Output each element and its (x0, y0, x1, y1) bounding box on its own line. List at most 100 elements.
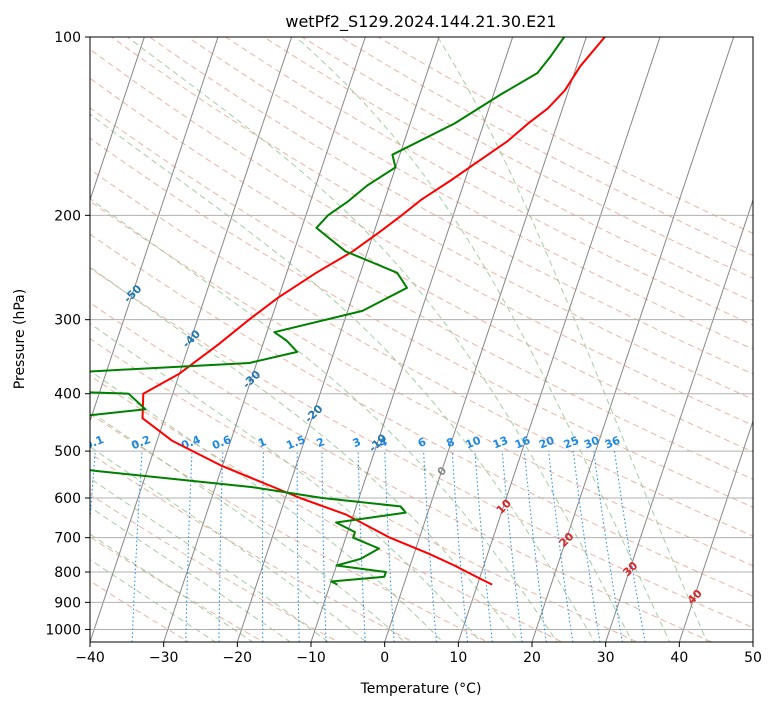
mixing-ratio-lines (90, 451, 646, 642)
temperature-line (141, 37, 606, 586)
mixing-ratio-label: 30 (582, 434, 601, 452)
mixing-ratio-line (131, 451, 143, 642)
mixing-ratio-label: 13 (491, 434, 510, 452)
x-tick-label: −10 (296, 650, 326, 666)
moist-adiabat (90, 197, 558, 642)
isotherm-line (90, 37, 145, 202)
dry-adiabat (90, 168, 753, 537)
x-tick-label: −40 (75, 650, 105, 666)
mixing-ratio-line (423, 451, 437, 642)
mixing-ratio-label: 8 (445, 435, 457, 450)
x-tick-label: −30 (149, 650, 179, 666)
isotherm-label: 0 (435, 464, 450, 479)
dry-adiabat (90, 493, 340, 642)
dry-adiabat (224, 37, 753, 326)
dry-adiabat (90, 338, 639, 642)
isotherm-line (90, 37, 219, 423)
isotherm-label: 40 (685, 587, 705, 607)
mixing-ratio-line (614, 451, 646, 642)
mixing-ratio-label: 16 (513, 434, 532, 452)
mixing-ratio-line (90, 451, 96, 527)
isotherm-label: 10 (494, 497, 514, 517)
mixing-ratio-line (185, 451, 193, 642)
plot-frame (89, 36, 754, 643)
mixing-ratio-label: 10 (464, 434, 483, 452)
mixing-ratio-label: 0.1 (83, 433, 106, 452)
dry-adiabat (90, 137, 753, 508)
mixing-ratio-line (593, 451, 623, 642)
x-tick-label: 10 (449, 650, 467, 666)
y-tick-label: 500 (54, 444, 81, 460)
isotherm-line (678, 419, 753, 642)
moist-adiabat (90, 370, 444, 642)
dry-adiabat (186, 37, 753, 350)
dry-adiabat (90, 233, 753, 597)
y-tick-label: 400 (54, 387, 81, 403)
moist-adiabat (90, 533, 254, 642)
mixing-ratio-label: 0.6 (210, 433, 233, 452)
dry-adiabat (90, 413, 489, 642)
moist-adiabat (90, 506, 292, 642)
mixing-ratio-line (451, 451, 469, 642)
mixing-ratio-line (218, 451, 224, 642)
mixing-ratio-line (262, 451, 264, 642)
y-tick-label: 1000 (45, 622, 81, 638)
pressure-gridlines (90, 37, 753, 630)
line-labels: 0.10.20.40.611.52346810131620253036-100-… (5, 189, 705, 607)
dry-adiabat (90, 302, 713, 642)
x-axis-label: Temperature (°C) (360, 681, 482, 697)
mixing-ratio-label: 36 (603, 434, 622, 452)
plot-area: 0.10.20.40.611.52346810131620253036-100-… (5, 37, 753, 642)
isotherm-line (457, 37, 661, 642)
mixing-ratio-label: 1.5 (284, 433, 307, 452)
mixing-ratio-line (321, 451, 327, 642)
x-tick-label: 30 (597, 650, 615, 666)
dry-adiabat (262, 37, 753, 302)
isotherms (90, 37, 753, 642)
isotherm-label: -30 (240, 368, 263, 391)
dry-adiabat (148, 37, 753, 375)
isotherm-line (236, 37, 440, 642)
moist-adiabat (90, 322, 482, 642)
isotherm-line (605, 198, 753, 642)
dry-adiabats (90, 37, 753, 642)
x-tick-label: 40 (670, 650, 688, 666)
chart-title: wetPf2_S129.2024.144.21.30.E21 (285, 12, 556, 32)
mixing-ratio-line (357, 451, 366, 642)
dry-adiabat (90, 375, 564, 642)
x-axis-ticks: −40 −30 −20 −10 0 10 20 30 40 50 (75, 642, 762, 666)
isotherm-line (163, 37, 366, 642)
dry-adiabat (110, 37, 753, 400)
mixing-ratio-label: 6 (416, 435, 428, 450)
isotherm-label: -70 (5, 189, 28, 212)
y-tick-label: 300 (54, 313, 81, 329)
y-tick-label: 700 (54, 531, 81, 547)
y-tick-label: 600 (54, 491, 81, 507)
x-tick-label: 50 (744, 650, 762, 666)
mixing-ratio-label: 20 (537, 434, 556, 452)
dry-adiabat (90, 77, 753, 453)
moist-adiabats (90, 37, 708, 642)
y-tick-label: 100 (54, 30, 81, 46)
x-tick-label: 20 (523, 650, 541, 666)
y-tick-label: 200 (54, 208, 81, 224)
mixing-ratio-line (384, 451, 395, 642)
mixing-ratio-label: 25 (562, 434, 581, 452)
dry-adiabat (90, 536, 265, 642)
mixing-ratio-line (501, 451, 523, 642)
isotherm-label: -60 (62, 238, 85, 261)
x-tick-label: −20 (223, 650, 253, 666)
moist-adiabat (90, 266, 520, 642)
y-tick-label: 800 (54, 565, 81, 581)
isotherm-line (531, 37, 735, 642)
y-axis-label: Pressure (hPa) (12, 289, 28, 389)
mixing-ratio-label: 2 (315, 435, 327, 450)
isotherm-label: -50 (121, 282, 144, 305)
isotherm-line (90, 37, 293, 642)
y-axis-ticks: 100 200 300 400 500 600 700 800 900 1000 (45, 30, 90, 638)
mixing-ratio-line (296, 451, 300, 642)
dry-adiabat (339, 37, 753, 257)
dry-adiabat (90, 452, 415, 642)
dry-adiabat (90, 267, 753, 629)
